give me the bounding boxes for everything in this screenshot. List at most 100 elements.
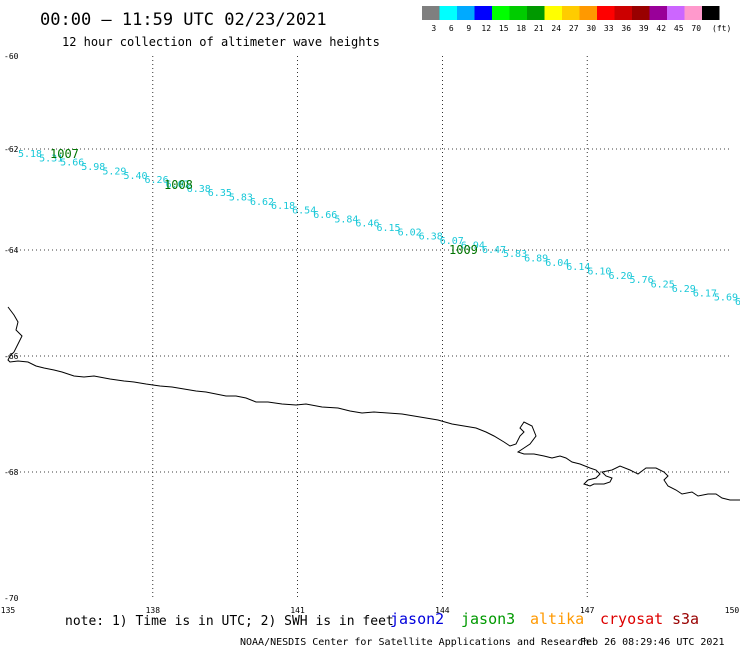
generated-timestamp: Feb 26 08:29:46 UTC 2021 bbox=[580, 637, 725, 648]
longitude-tick-label: 150 bbox=[725, 606, 740, 615]
longitude-tick-label: 144 bbox=[435, 606, 450, 615]
legend-swatch bbox=[649, 6, 667, 20]
legend-swatch bbox=[474, 6, 492, 20]
longitude-tick-label: 135 bbox=[1, 606, 16, 615]
footnote-units: note: 1) Time is in UTC; 2) SWH is in fe… bbox=[65, 614, 394, 629]
legend-swatch bbox=[422, 6, 440, 20]
swh-observation-label: 6.94 bbox=[461, 240, 485, 251]
lat-lon-grid bbox=[8, 56, 732, 598]
satellite-label-jason3: jason3 bbox=[461, 610, 515, 628]
legend-swatch bbox=[509, 6, 527, 20]
legend-swatch bbox=[597, 6, 615, 20]
swh-observation-label: 6.17 bbox=[693, 288, 717, 299]
legend-tick-label: 45 bbox=[674, 24, 684, 33]
swh-observation-label: 6.20 bbox=[608, 271, 632, 282]
legend-swatch bbox=[544, 6, 562, 20]
legend-tick-label: 70 bbox=[691, 24, 701, 33]
swh-observation-label: 6.66 bbox=[313, 210, 337, 221]
swh-observation-label: 6.29 bbox=[672, 284, 696, 295]
swh-observation-label: 5.83 bbox=[229, 193, 253, 204]
swh-observation-label: 6.62 bbox=[250, 197, 274, 208]
legend-unit-label: (ft) bbox=[712, 24, 731, 33]
swh-observation-label: 6.47 bbox=[482, 245, 506, 256]
swh-observation-label: 5.29 bbox=[102, 166, 126, 177]
satellite-track: 5.185.315.665.985.295.406.266.076.386.35… bbox=[18, 147, 740, 308]
legend-swatch bbox=[492, 6, 510, 20]
latitude-tick-label: -62 bbox=[4, 145, 19, 154]
swh-observation-label: 6.18 bbox=[271, 201, 295, 212]
axis-tick-labels: 135 138 141 144 147 150 -60 -62 -64 -66 -68 -70 bbox=[1, 52, 740, 615]
swh-observation-label: 6.04 bbox=[545, 258, 569, 269]
satellite-label-cryosat: cryosat bbox=[600, 610, 663, 628]
legend-swatch bbox=[457, 6, 475, 20]
swh-observation-label: 5.98 bbox=[81, 162, 105, 173]
legend-tick-label: 9 bbox=[466, 24, 471, 33]
legend-tick-label: 3 bbox=[431, 24, 436, 33]
legend-tick-label: 18 bbox=[516, 24, 526, 33]
pass-cycle-label: 1007 bbox=[50, 147, 79, 161]
legend-tick-label: 42 bbox=[656, 24, 666, 33]
legend-tick-label: 12 bbox=[481, 24, 491, 33]
legend-swatch bbox=[684, 6, 702, 20]
coastline bbox=[7, 306, 740, 501]
legend-tick-label: 39 bbox=[639, 24, 649, 33]
swh-observation-label: 6.07 bbox=[166, 179, 190, 190]
swh-color-legend: 3 6 9 12 15 18 21 24 27 30 33 36 39 42 45 70 bbox=[422, 6, 720, 33]
swh-observation-label: 5.69 bbox=[714, 293, 738, 304]
legend-tick-label: 33 bbox=[604, 24, 614, 33]
satellite-label-s3a: s3a bbox=[672, 610, 699, 628]
pass-cycle-label: 1008 bbox=[164, 178, 193, 192]
map-subtitle: 12 hour collection of altimeter wave hei… bbox=[62, 35, 380, 49]
swh-observation-label: 6.26 bbox=[145, 175, 169, 186]
swh-observation-label: 6.89 bbox=[524, 253, 548, 264]
longitude-tick-label: 138 bbox=[146, 606, 161, 615]
legend-tick-label: 27 bbox=[569, 24, 579, 33]
latitude-tick-label: -68 bbox=[4, 468, 19, 477]
swh-observation-label: 6.14 bbox=[566, 262, 590, 273]
legend-swatch bbox=[527, 6, 545, 20]
latitude-tick-label: -60 bbox=[4, 52, 19, 61]
legend-tick-label: 21 bbox=[534, 24, 544, 33]
legend-swatch bbox=[579, 6, 597, 20]
swh-observation-label: 5.84 bbox=[334, 214, 358, 225]
longitude-tick-label: 141 bbox=[290, 606, 305, 615]
longitude-tick-label: 147 bbox=[580, 606, 595, 615]
latitude-tick-label: -64 bbox=[4, 246, 19, 255]
legend-tick-label: 30 bbox=[586, 24, 596, 33]
legend-swatch bbox=[632, 6, 650, 20]
swh-observation-label: 6.38 bbox=[187, 184, 211, 195]
latitude-tick-label: -70 bbox=[4, 594, 19, 603]
swh-observation-label: 5.83 bbox=[503, 249, 527, 260]
swh-observation-label: 5.40 bbox=[123, 171, 147, 182]
legend-tick-label: 15 bbox=[499, 24, 509, 33]
credit-line: NOAA/NESDIS Center for Satellite Applica… bbox=[240, 637, 589, 648]
swh-observation-label: 6.15 bbox=[377, 223, 401, 234]
map-title: 00:00 – 11:59 UTC 02/23/2021 bbox=[40, 10, 327, 30]
swh-observation-label: 5.18 bbox=[18, 149, 42, 160]
legend-swatch bbox=[562, 6, 580, 20]
legend-tick-label: 6 bbox=[449, 24, 454, 33]
swh-observation-label: 6.38 bbox=[419, 232, 443, 243]
swh-observation-label: 5.76 bbox=[630, 275, 654, 286]
swh-observation-label: 6.02 bbox=[398, 227, 422, 238]
swh-observation-label: 6.07 bbox=[440, 236, 464, 247]
swh-observation-label: 6.10 bbox=[587, 267, 611, 278]
swh-observation-label: 6.25 bbox=[651, 280, 675, 291]
legend-swatch bbox=[667, 6, 685, 20]
swh-observation-label: 5.66 bbox=[60, 158, 84, 169]
legend-swatch bbox=[702, 6, 720, 20]
latitude-tick-label: -66 bbox=[4, 352, 19, 361]
swh-observation-label: 6.6 bbox=[735, 297, 740, 308]
legend-swatch bbox=[439, 6, 457, 20]
swh-observation-label: 6.46 bbox=[355, 219, 379, 230]
satellite-label-jason2: jason2 bbox=[390, 610, 444, 628]
swh-observation-label: 6.35 bbox=[208, 188, 232, 199]
legend-swatch bbox=[614, 6, 632, 20]
satellite-label-altika: altika bbox=[530, 610, 584, 628]
legend-tick-label: 24 bbox=[551, 24, 561, 33]
swh-observation-label: 5.31 bbox=[39, 153, 63, 164]
pass-cycle-label: 1009 bbox=[449, 243, 478, 257]
swh-observation-label: 6.54 bbox=[292, 206, 316, 217]
